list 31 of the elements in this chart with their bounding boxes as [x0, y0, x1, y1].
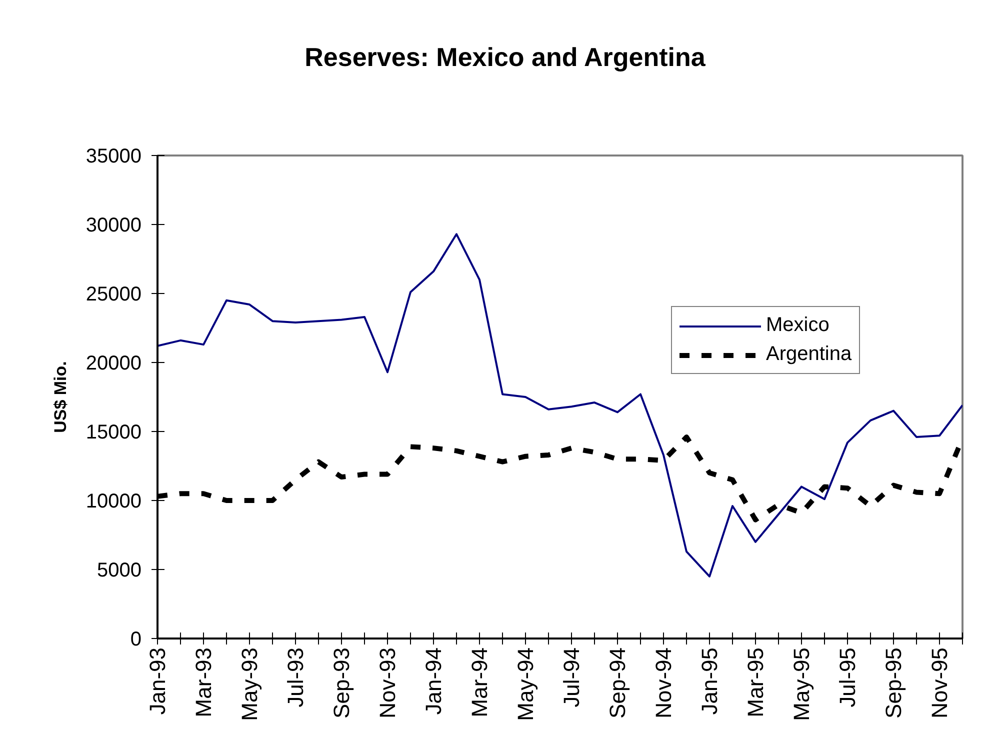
x-tick-label: Sep-94 [605, 647, 630, 718]
x-tick-label: Nov-93 [375, 648, 400, 718]
x-tick-label: Sep-95 [881, 647, 906, 718]
x-tick-label: May-93 [237, 648, 262, 721]
y-tick-label: 5000 [97, 560, 142, 582]
x-tick-label: Mar-93 [191, 647, 216, 718]
y-tick-label: 0 [130, 628, 142, 650]
x-tick-label: Nov-94 [651, 648, 676, 718]
y-tick-label: 15000 [86, 422, 142, 444]
y-tick-label: 30000 [86, 214, 142, 236]
y-tick-label: 20000 [86, 352, 142, 374]
x-tick-label: Mar-95 [743, 647, 768, 718]
x-tick-label: May-95 [789, 648, 814, 721]
line-series [158, 233, 962, 578]
x-tick-label: Jan-95 [697, 647, 722, 715]
x-tick-label: Nov-95 [927, 648, 952, 718]
x-tick-label: Jan-93 [145, 647, 170, 715]
y-tick-label: 35000 [86, 146, 142, 168]
legend-label: Argentina [766, 343, 852, 366]
x-tick-label: Mar-94 [467, 647, 492, 718]
y-tick-label: 10000 [86, 490, 142, 512]
y-tick-label: 25000 [86, 284, 142, 306]
y-axis-title: US$ Mio. [50, 361, 70, 433]
x-tick-label: Sep-93 [329, 647, 354, 718]
x-tick-label: Jan-94 [421, 647, 446, 715]
x-tick-label: Jul-93 [283, 648, 308, 708]
chart-title: Reserves: Mexico and Argentina [304, 41, 706, 74]
x-tick-label: Jul-94 [559, 648, 584, 708]
x-tick-label: May-94 [513, 648, 538, 721]
x-tick-label: Jul-95 [835, 648, 860, 708]
legend-label: Mexico [766, 314, 830, 337]
